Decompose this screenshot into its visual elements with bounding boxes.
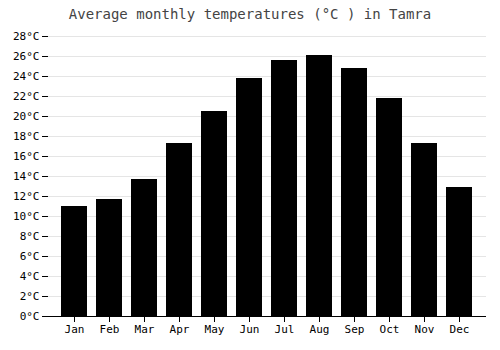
svg-text:0°C: 0°C <box>20 310 40 323</box>
svg-text:2°C: 2°C <box>20 290 40 303</box>
svg-text:Jan: Jan <box>65 323 85 336</box>
svg-text:26°C: 26°C <box>13 50 40 63</box>
svg-text:16°C: 16°C <box>13 150 40 163</box>
svg-text:18°C: 18°C <box>13 130 40 143</box>
svg-text:22°C: 22°C <box>13 90 40 103</box>
svg-text:10°C: 10°C <box>13 210 40 223</box>
svg-text:Aug: Aug <box>310 323 330 336</box>
svg-text:Apr: Apr <box>170 323 190 336</box>
svg-text:28°C: 28°C <box>13 30 40 43</box>
svg-text:Jun: Jun <box>240 323 260 336</box>
svg-text:Mar: Mar <box>135 323 155 336</box>
svg-text:24°C: 24°C <box>13 70 40 83</box>
svg-text:Dec: Dec <box>450 323 470 336</box>
html-text:Average monthly temperatures (: Average monthly temperatures (°C ) in Ta… <box>68 6 432 22</box>
svg-text:Nov: Nov <box>415 323 435 336</box>
svg-text:4°C: 4°C <box>20 270 40 283</box>
svg-text:Sep: Sep <box>345 323 365 336</box>
svg-text:Feb: Feb <box>100 323 120 336</box>
svg-text:6°C: 6°C <box>20 250 40 263</box>
svg-text:12°C: 12°C <box>13 190 40 203</box>
svg-text:Oct: Oct <box>380 323 400 336</box>
svg-text:Jul: Jul <box>275 323 295 336</box>
svg-text:14°C: 14°C <box>13 170 40 183</box>
svg-text:20°C: 20°C <box>13 110 40 123</box>
svg-text:May: May <box>205 323 225 336</box>
svg-text:8°C: 8°C <box>20 230 40 243</box>
